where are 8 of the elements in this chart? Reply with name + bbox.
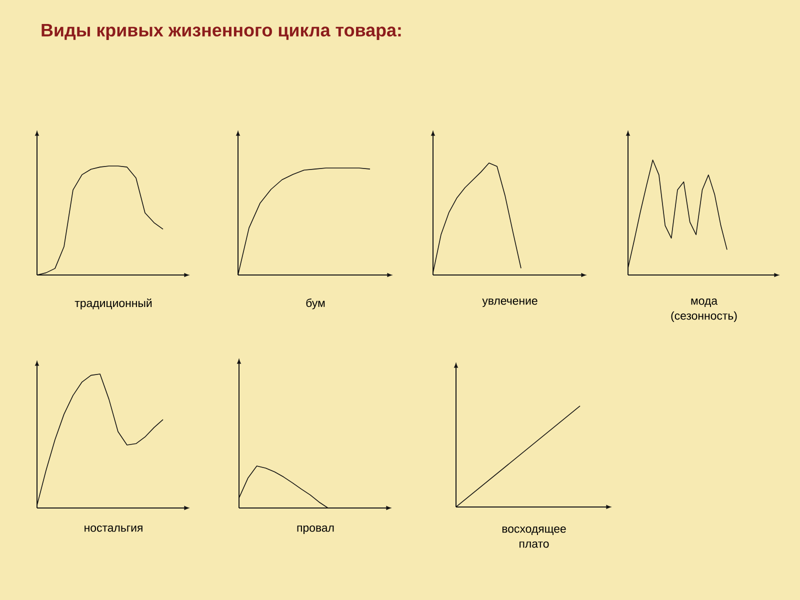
x-axis-title: мода (сезонность) bbox=[671, 298, 737, 322]
x-axis-title: бум bbox=[306, 298, 325, 310]
x-axis-title: восходящее плато bbox=[502, 526, 566, 548]
x-axis-title: традиционный bbox=[74, 298, 152, 310]
text: Виды кривых жизненного цикла товара: bbox=[42, 24, 401, 40]
x-axis-title: ностальгия bbox=[84, 526, 142, 532]
x-axis-title: провал bbox=[297, 526, 334, 534]
x-axis-title: увлечение bbox=[482, 298, 538, 308]
